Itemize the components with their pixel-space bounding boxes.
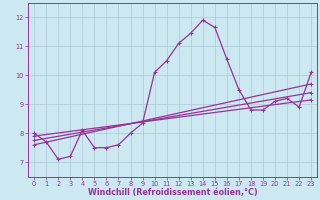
X-axis label: Windchill (Refroidissement éolien,°C): Windchill (Refroidissement éolien,°C) (88, 188, 258, 197)
